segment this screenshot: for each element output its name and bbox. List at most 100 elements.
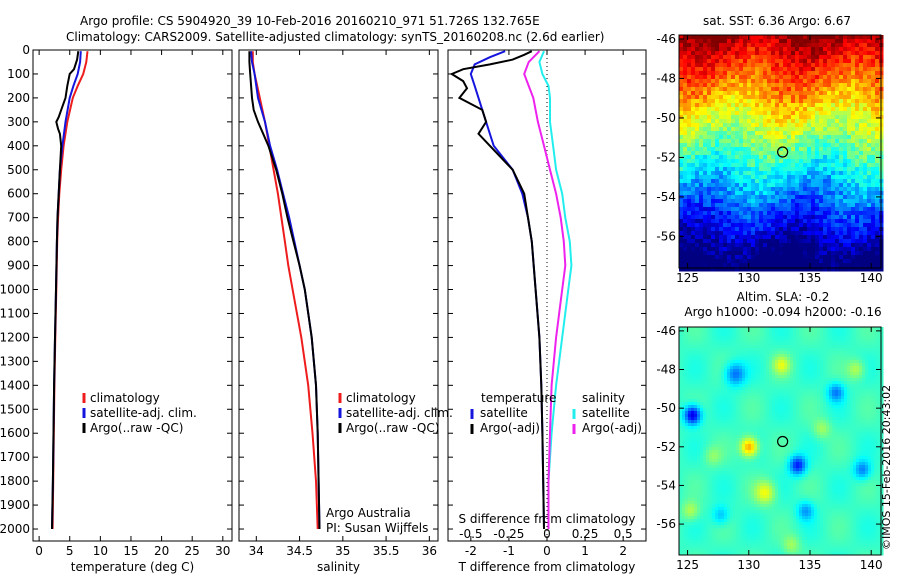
heatmap-cell: [787, 187, 792, 192]
heatmap-cell: [793, 387, 797, 391]
heatmap-cell: [863, 103, 868, 108]
heatmap-cell: [862, 399, 866, 403]
heatmap-cell: [783, 79, 788, 84]
heatmap-cell: [811, 155, 816, 160]
heatmap-cell: [796, 330, 800, 334]
heatmap-cell: [859, 63, 864, 68]
heatmap-cell: [748, 399, 752, 403]
heatmap-cell: [735, 75, 740, 80]
heatmap-cell: [783, 183, 788, 188]
heatmap-cell: [815, 207, 820, 212]
heatmap-cell: [790, 357, 794, 361]
heatmap-cell: [877, 342, 881, 346]
heatmap-cell: [739, 171, 744, 176]
heatmap-cell: [723, 203, 728, 208]
heatmap-cell: [851, 263, 856, 268]
heatmap-cell: [731, 83, 736, 88]
heatmap-cell: [784, 390, 788, 394]
heatmap-cell: [718, 393, 722, 397]
heatmap-cell: [851, 127, 856, 132]
heatmap-cell: [711, 75, 716, 80]
heatmap-cell: [718, 396, 722, 400]
heatmap-cell: [855, 135, 860, 140]
heatmap-cell: [755, 179, 760, 184]
heatmap-cell: [863, 207, 868, 212]
heatmap-cell: [859, 195, 864, 200]
heatmap-cell: [727, 251, 732, 256]
heatmap-cell: [759, 75, 764, 80]
heatmap-cell: [871, 47, 876, 52]
heatmap-cell: [835, 372, 839, 376]
heatmap-cell: [700, 366, 704, 370]
heatmap-cell: [695, 143, 700, 148]
heatmap-cell: [811, 87, 816, 92]
heatmap-cell: [755, 239, 760, 244]
heatmap-cell: [871, 103, 876, 108]
heatmap-cell: [779, 131, 784, 136]
heatmap-cell: [808, 336, 812, 340]
heatmap-cell: [694, 384, 698, 388]
heatmap-cell: [839, 35, 844, 40]
heatmap-cell: [745, 348, 749, 352]
heatmap-cell: [715, 251, 720, 256]
heatmap-cell: [707, 183, 712, 188]
heatmap-cell: [769, 372, 773, 376]
heatmap-cell: [793, 342, 797, 346]
heatmap-cell: [727, 363, 731, 367]
heatmap-cell: [731, 187, 736, 192]
difference-panel: -2 -1 0 1 2-0.5 -0.25 0 0.25 0.5S difference fro…: [447, 49, 647, 574]
heatmap-cell: [863, 239, 868, 244]
heatmap-cell: [771, 107, 776, 112]
heatmap-cell: [719, 87, 724, 92]
heatmap-cell: [719, 135, 724, 140]
heatmap-cell: [739, 239, 744, 244]
heatmap-cell: [847, 215, 852, 220]
heatmap-cell: [811, 390, 815, 394]
heatmap-cell: [807, 207, 812, 212]
heatmap-cell: [757, 327, 761, 331]
heatmap-cell: [867, 35, 872, 40]
heatmap-cell: [783, 263, 788, 268]
heatmap-cell: [771, 47, 776, 52]
heatmap-cell: [814, 339, 818, 343]
heatmap-cell: [855, 119, 860, 124]
heatmap-cell: [745, 336, 749, 340]
heatmap-cell: [811, 267, 816, 272]
heatmap-cell: [766, 378, 770, 382]
heatmap-cell: [743, 75, 748, 80]
heatmap-cell: [747, 63, 752, 68]
heatmap-cell: [715, 123, 720, 128]
heatmap-cell: [811, 219, 816, 224]
heatmap-cell: [715, 111, 720, 116]
heatmap-cell: [839, 195, 844, 200]
heatmap-cell: [850, 381, 854, 385]
heatmap-cell: [695, 131, 700, 136]
heatmap-cell: [859, 227, 864, 232]
heatmap-cell: [767, 55, 772, 60]
heatmap-cell: [841, 363, 845, 367]
heatmap-cell: [719, 211, 724, 216]
heatmap-cell: [767, 187, 772, 192]
heatmap-cell: [779, 163, 784, 168]
heatmap-cell: [787, 171, 792, 176]
heatmap-cell: [859, 191, 864, 196]
heatmap-cell: [875, 267, 880, 272]
heatmap-cell: [763, 191, 768, 196]
heatmap-cell: [771, 263, 776, 268]
heatmap-cell: [790, 339, 794, 343]
heatmap-cell: [847, 187, 852, 192]
heatmap-cell: [783, 151, 788, 156]
heatmap-cell: [835, 381, 839, 385]
heatmap-cell: [775, 155, 780, 160]
heatmap-cell: [795, 43, 800, 48]
heatmap-cell: [733, 360, 737, 364]
heatmap-cell: [769, 393, 773, 397]
heatmap-cell: [724, 387, 728, 391]
heatmap-cell: [871, 227, 876, 232]
heatmap-cell: [823, 351, 827, 355]
heatmap-cell: [787, 99, 792, 104]
heatmap-cell: [775, 255, 780, 260]
heatmap-cell: [827, 43, 832, 48]
heatmap-cell: [853, 378, 857, 382]
heatmap-cell: [775, 67, 780, 72]
